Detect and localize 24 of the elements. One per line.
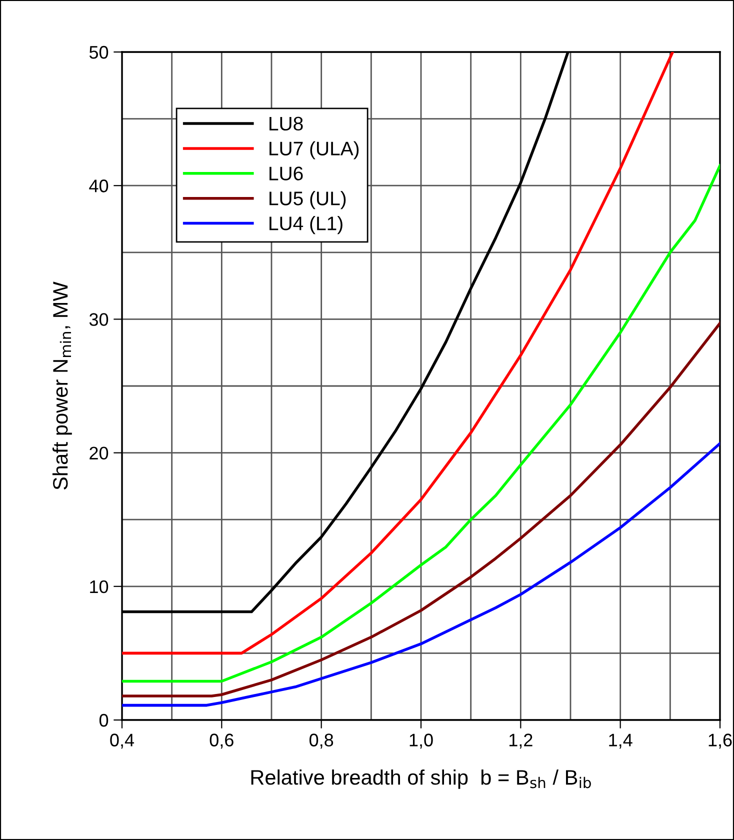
y-tick-label: 40 bbox=[89, 180, 108, 192]
legend-label: LU6 bbox=[270, 166, 303, 180]
legend-label: LU8 bbox=[270, 116, 303, 131]
x-tick-label: 1,6 bbox=[708, 734, 732, 749]
x-tick-label: 1,4 bbox=[609, 734, 632, 749]
x-axis-title: Relative breadth of ship b = B$_{sh}$ / B$_{ib}$ bbox=[251, 769, 591, 789]
y-tick-label: 30 bbox=[89, 313, 108, 326]
line-series bbox=[122, 52, 674, 655]
legend-label: LU4 (L1) bbox=[270, 216, 342, 234]
y-tick-label: 0 bbox=[99, 714, 108, 727]
legend-label: LU7 (ULA) bbox=[270, 141, 359, 160]
y-tick-label: 10 bbox=[90, 580, 108, 594]
x-tick-label: 0,4 bbox=[110, 734, 134, 749]
x-tick-label: 1,2 bbox=[509, 734, 532, 749]
line-series bbox=[122, 322, 720, 698]
line-series bbox=[122, 442, 720, 707]
x-tick-label: 0,6 bbox=[210, 734, 234, 749]
legend-label: LU5 (UL) bbox=[270, 191, 346, 210]
x-tick-label: 1,0 bbox=[410, 734, 433, 749]
x-tick-label: 0,8 bbox=[309, 734, 334, 749]
y-tick-label: 20 bbox=[90, 446, 108, 460]
y-tick-label: 50 bbox=[89, 46, 108, 59]
y-axis-title: Shaft power N$_{min}$, MW bbox=[52, 282, 72, 490]
line-series bbox=[122, 164, 720, 683]
